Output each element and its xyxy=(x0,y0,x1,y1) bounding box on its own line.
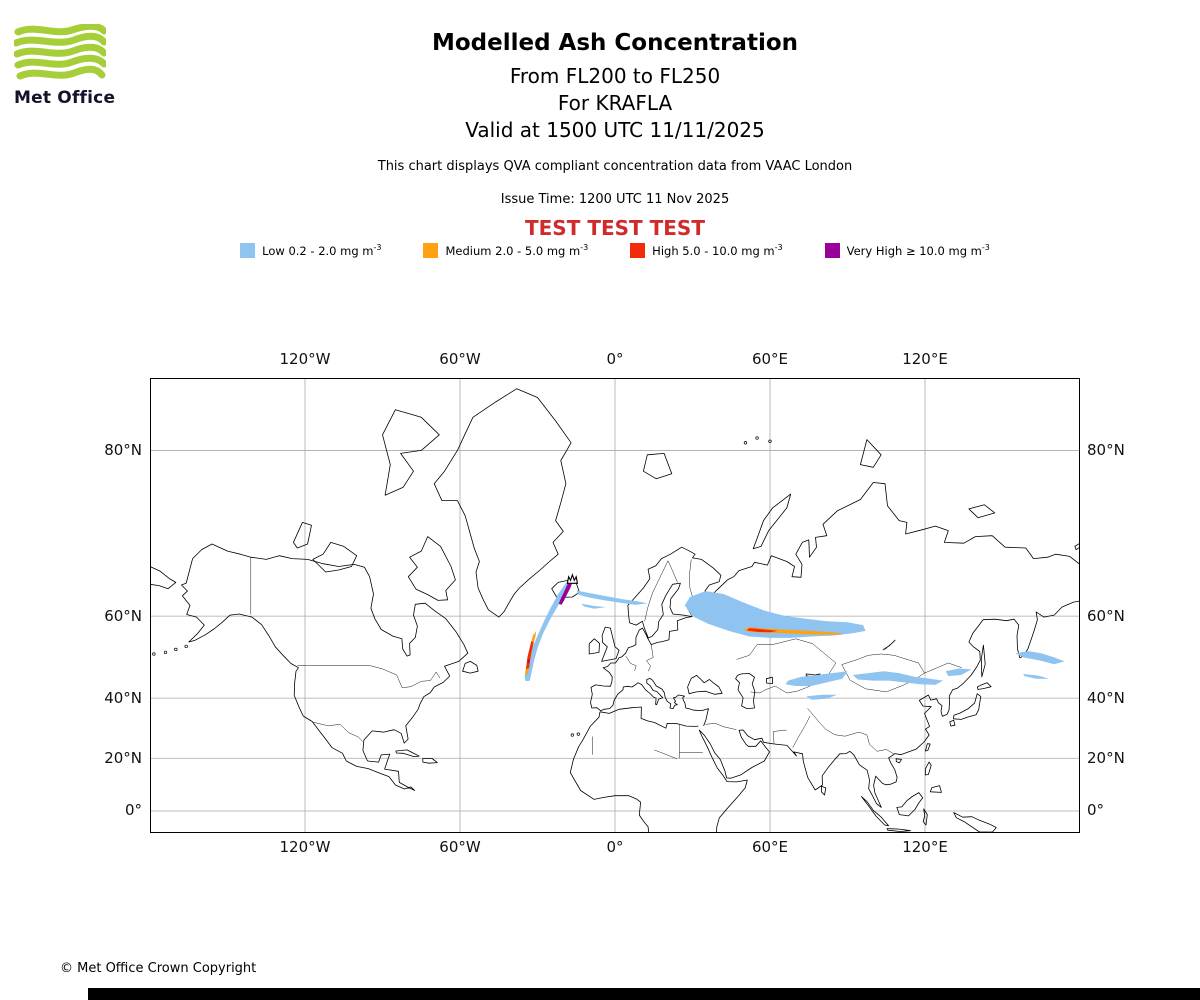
legend: Low 0.2 - 2.0 mg m-3 Medium 2.0 - 5.0 mg… xyxy=(150,243,1080,258)
lat-label-right: 60°N xyxy=(1087,607,1125,625)
qva-compliance-note: This chart displays QVA compliant concen… xyxy=(377,159,853,174)
issue-time: Issue Time: 1200 UTC 11 Nov 2025 xyxy=(500,192,730,207)
page-title: Modelled Ash Concentration xyxy=(431,30,799,56)
met-office-logo-text: Met Office xyxy=(14,88,116,108)
test-banner: TEST TEST TEST xyxy=(525,216,705,240)
lon-label-top: 120°E xyxy=(902,350,948,368)
legend-label-medium: Medium 2.0 - 5.0 mg m-3 xyxy=(445,243,589,258)
legend-item-very-high: Very High ≥ 10.0 mg m-3 xyxy=(824,243,990,258)
lat-label-left: 80°N xyxy=(104,441,142,459)
copyright-text: © Met Office Crown Copyright xyxy=(60,961,257,976)
legend-label-low: Low 0.2 - 2.0 mg m-3 xyxy=(262,243,382,258)
lat-label-left: 20°N xyxy=(104,749,142,767)
subtitle-valid-time: Valid at 1500 UTC 11/11/2025 xyxy=(465,118,765,142)
lat-label-right: 0° xyxy=(1087,801,1105,819)
subtitle-volcano: For KRAFLA xyxy=(557,91,673,115)
legend-swatch-medium xyxy=(423,243,439,258)
lat-label-left: 0° xyxy=(124,801,142,819)
lon-label-bottom: 0° xyxy=(606,838,624,856)
legend-swatch-low xyxy=(240,243,256,258)
lat-label-left: 60°N xyxy=(104,607,142,625)
lon-label-top: 0° xyxy=(606,350,624,368)
lon-label-bottom: 60°W xyxy=(439,838,481,856)
legend-swatch-high xyxy=(630,243,646,258)
lon-label-bottom: 60°E xyxy=(751,838,789,856)
lat-label-right: 20°N xyxy=(1087,749,1125,767)
lon-label-top: 60°E xyxy=(751,350,789,368)
legend-item-low: Low 0.2 - 2.0 mg m-3 xyxy=(240,243,381,258)
world-map xyxy=(149,378,1081,837)
lon-label-top: 120°W xyxy=(279,350,331,368)
bottom-black-bar xyxy=(88,988,1200,1000)
lat-label-left: 40°N xyxy=(104,689,142,707)
legend-label-high: High 5.0 - 10.0 mg m-3 xyxy=(652,243,783,258)
world-map-svg xyxy=(149,378,1081,837)
legend-item-high: High 5.0 - 10.0 mg m-3 xyxy=(630,243,783,258)
lon-label-bottom: 120°E xyxy=(902,838,948,856)
legend-label-very-high: Very High ≥ 10.0 mg m-3 xyxy=(846,243,990,258)
lon-label-bottom: 120°W xyxy=(279,838,331,856)
lat-label-right: 40°N xyxy=(1087,689,1125,707)
met-office-logo: Met Office xyxy=(14,24,124,116)
legend-item-medium: Medium 2.0 - 5.0 mg m-3 xyxy=(423,243,588,258)
lon-label-top: 60°W xyxy=(439,350,481,368)
subtitle-flight-levels: From FL200 to FL250 xyxy=(509,64,721,88)
lat-label-right: 80°N xyxy=(1087,441,1125,459)
legend-swatch-very-high xyxy=(824,243,840,258)
met-office-logo-waves xyxy=(14,24,106,80)
